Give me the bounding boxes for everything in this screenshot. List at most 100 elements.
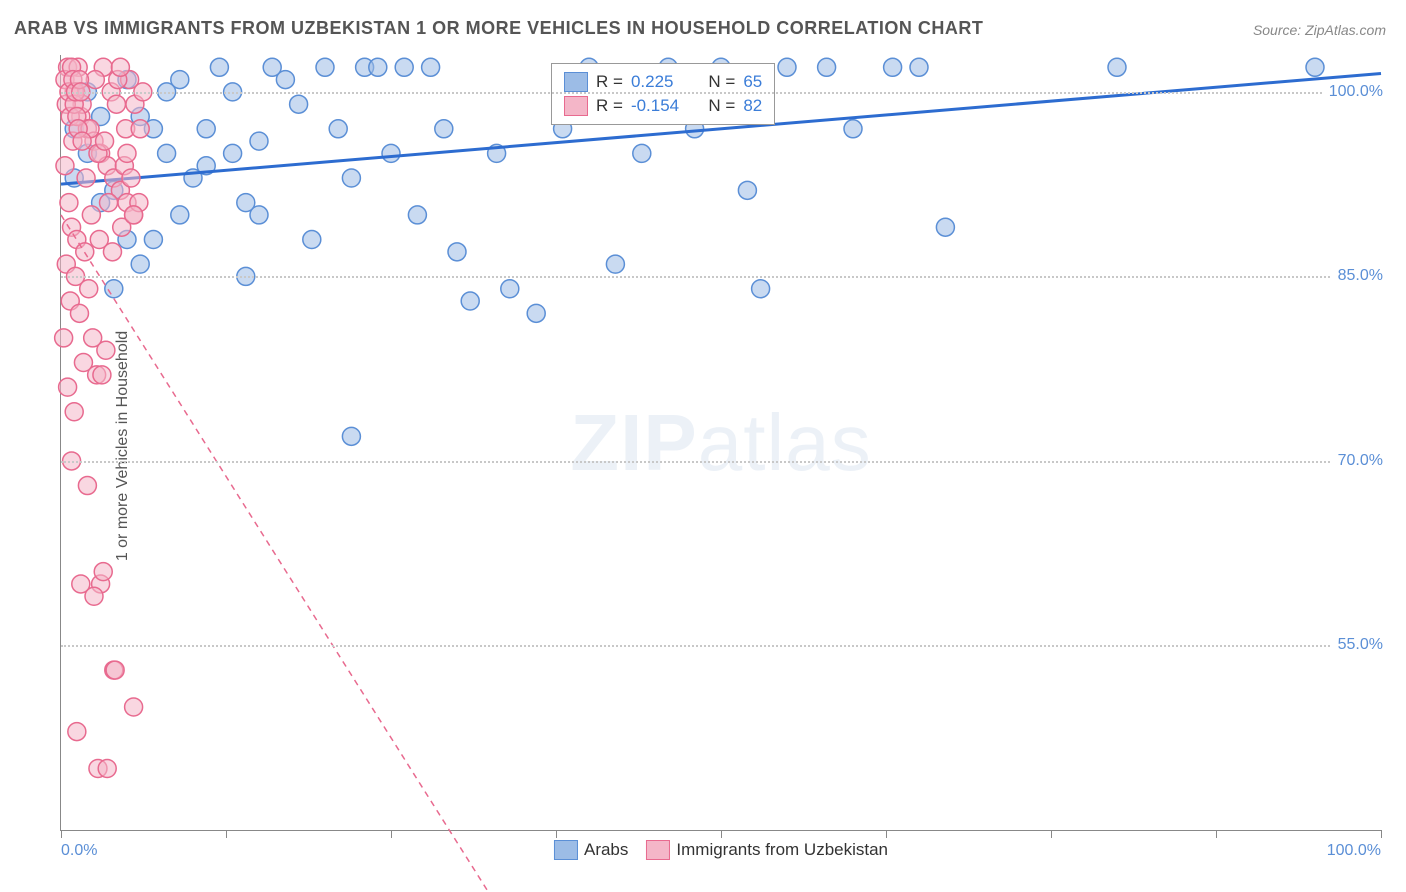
- data-point: [131, 255, 149, 273]
- legend-label: Arabs: [584, 840, 628, 860]
- gridline: [61, 276, 1381, 278]
- data-point: [276, 71, 294, 89]
- data-point: [97, 341, 115, 359]
- data-point: [250, 132, 268, 150]
- y-tick-label: 85.0%: [1332, 267, 1383, 285]
- data-point: [224, 144, 242, 162]
- data-point: [461, 292, 479, 310]
- data-point: [76, 243, 94, 261]
- data-point: [752, 280, 770, 298]
- chart-container: ARAB VS IMMIGRANTS FROM UZBEKISTAN 1 OR …: [0, 0, 1406, 892]
- x-tick: [1216, 830, 1217, 838]
- data-point: [435, 120, 453, 138]
- data-point: [93, 366, 111, 384]
- data-point: [70, 304, 88, 322]
- legend-label: Immigrants from Uzbekistan: [676, 840, 888, 860]
- data-point: [68, 723, 86, 741]
- gridline: [61, 645, 1381, 647]
- data-point: [197, 120, 215, 138]
- legend-r-value: 0.225: [631, 72, 691, 92]
- data-point: [80, 280, 98, 298]
- data-point: [107, 95, 125, 113]
- data-point: [1306, 58, 1324, 76]
- data-point: [395, 58, 413, 76]
- x-tick: [721, 830, 722, 838]
- correlation-legend: R = 0.225 N = 65R = -0.154 N = 82: [551, 63, 775, 125]
- legend-swatch: [554, 840, 578, 860]
- data-point: [77, 169, 95, 187]
- data-point: [738, 181, 756, 199]
- data-point: [910, 58, 928, 76]
- source-label: Source: ZipAtlas.com: [1253, 22, 1386, 38]
- legend-item: Arabs: [554, 840, 628, 860]
- y-tick-label: 70.0%: [1332, 452, 1383, 470]
- data-point: [122, 169, 140, 187]
- data-point: [55, 329, 73, 347]
- data-point: [342, 427, 360, 445]
- data-point: [210, 58, 228, 76]
- data-point: [303, 231, 321, 249]
- legend-r-label: R =: [596, 72, 623, 92]
- data-point: [125, 698, 143, 716]
- data-point: [125, 206, 143, 224]
- data-point: [382, 144, 400, 162]
- gridline: [61, 92, 1381, 94]
- x-tick: [1381, 830, 1382, 838]
- data-point: [448, 243, 466, 261]
- legend-swatch: [564, 72, 588, 92]
- data-point: [94, 563, 112, 581]
- data-point: [103, 243, 121, 261]
- x-tick: [61, 830, 62, 838]
- x-tick: [391, 830, 392, 838]
- data-point: [342, 169, 360, 187]
- legend-n-value: 82: [743, 96, 762, 116]
- data-point: [422, 58, 440, 76]
- data-point: [78, 477, 96, 495]
- data-point: [527, 304, 545, 322]
- data-point: [59, 378, 77, 396]
- data-point: [633, 144, 651, 162]
- chart-svg: [61, 55, 1381, 830]
- x-axis-min-label: 0.0%: [61, 842, 97, 860]
- x-tick: [556, 830, 557, 838]
- data-point: [82, 206, 100, 224]
- data-point: [106, 661, 124, 679]
- data-point: [100, 194, 118, 212]
- data-point: [131, 120, 149, 138]
- data-point: [844, 120, 862, 138]
- series-legend: Arabs Immigrants from Uzbekistan: [554, 840, 888, 860]
- data-point: [105, 280, 123, 298]
- data-point: [369, 58, 387, 76]
- data-point: [65, 403, 83, 421]
- legend-r-label: R =: [596, 96, 623, 116]
- legend-n-label: N =: [699, 96, 735, 116]
- data-point: [1108, 58, 1126, 76]
- data-point: [778, 58, 796, 76]
- y-tick-label: 55.0%: [1332, 636, 1383, 654]
- data-point: [98, 759, 116, 777]
- data-point: [144, 231, 162, 249]
- data-point: [606, 255, 624, 273]
- data-point: [884, 58, 902, 76]
- legend-n-label: N =: [699, 72, 735, 92]
- legend-swatch: [646, 840, 670, 860]
- legend-item: Immigrants from Uzbekistan: [646, 840, 888, 860]
- data-point: [111, 58, 129, 76]
- data-point: [237, 194, 255, 212]
- x-tick: [886, 830, 887, 838]
- legend-row: R = -0.154 N = 82: [564, 94, 762, 118]
- legend-row: R = 0.225 N = 65: [564, 70, 762, 94]
- data-point: [56, 157, 74, 175]
- plot-area: ZIPatlas R = 0.225 N = 65R = -0.154 N = …: [60, 55, 1381, 831]
- data-point: [936, 218, 954, 236]
- data-point: [60, 194, 78, 212]
- data-point: [158, 144, 176, 162]
- data-point: [85, 587, 103, 605]
- x-tick: [226, 830, 227, 838]
- data-point: [329, 120, 347, 138]
- data-point: [171, 206, 189, 224]
- data-point: [501, 280, 519, 298]
- data-point: [818, 58, 836, 76]
- data-point: [73, 132, 91, 150]
- data-point: [290, 95, 308, 113]
